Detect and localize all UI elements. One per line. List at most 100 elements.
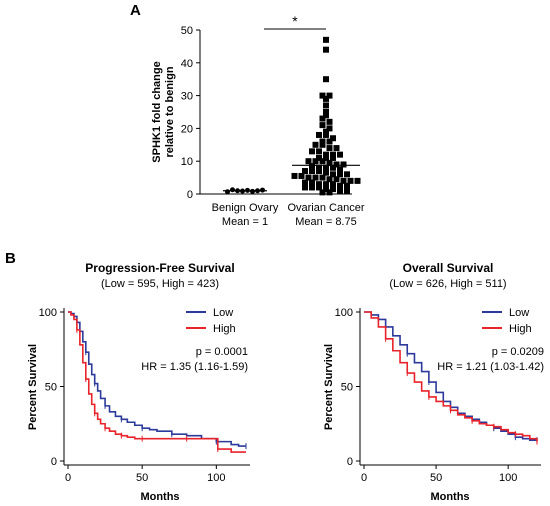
point-1-6 (330, 186, 336, 193)
y-tick-label-a-0: 0 (187, 189, 193, 201)
point-1-72 (323, 76, 329, 83)
point-1-45 (323, 154, 329, 161)
legend-label-high-os: High (509, 323, 532, 335)
hazard-ratio-pfs: HR = 1.35 (1.16-1.59) (141, 361, 248, 373)
y-tick-label-a-1: 10 (181, 156, 193, 168)
point-1-67 (323, 109, 329, 115)
point-0-7 (260, 187, 265, 193)
point-1-64 (319, 115, 326, 122)
point-1-58 (316, 131, 322, 138)
point-1-54 (326, 145, 333, 152)
legend-label-high-pfs: High (213, 323, 236, 335)
point-1-30 (330, 171, 336, 178)
chart-title-pfs: Progression-Free Survival (85, 261, 234, 275)
x-tick-label-1-2: 100 (207, 472, 225, 484)
legend-label-low-os: Low (509, 307, 529, 319)
point-1-44 (316, 154, 322, 161)
point-1-46 (330, 154, 336, 161)
point-1-29 (323, 169, 329, 176)
x-tick-label-2-1: 50 (430, 472, 442, 484)
point-1-28 (316, 168, 322, 175)
point-1-61 (323, 128, 329, 135)
chart-subtitle-pfs: (Low = 595, High = 423) (101, 278, 219, 290)
point-1-12 (323, 181, 329, 188)
point-1-57 (326, 138, 333, 145)
point-1-42 (333, 161, 340, 168)
significance-marker: * (292, 13, 298, 29)
scatter-chart-a: 0 10 20 30 40 50 SPHK1 fold change relative t… (151, 13, 365, 228)
point-1-17 (298, 172, 305, 179)
point-1-74 (323, 36, 329, 43)
y-tick-label-2-0: 0 (347, 456, 353, 468)
point-1-31 (337, 171, 343, 178)
point-1-50 (330, 151, 336, 158)
point-1-24 (347, 177, 354, 184)
point-1-34 (316, 164, 322, 171)
y-tick-label-2-2: 100 (335, 307, 353, 319)
point-1-3 (309, 184, 315, 191)
point-1-62 (319, 122, 326, 129)
hazard-ratio-os: HR = 1.21 (1.03-1.42) (437, 361, 544, 373)
point-1-33 (309, 163, 315, 170)
x-axis-label-pfs: Months (140, 491, 179, 503)
point-1-60 (330, 135, 336, 142)
point-1-48 (316, 148, 322, 155)
point-1-65 (326, 118, 333, 125)
point-1-51 (337, 151, 343, 158)
point-1-0 (319, 189, 326, 196)
point-1-11 (316, 181, 322, 188)
point-1-26 (302, 168, 308, 175)
y-axis-label-os: Percent Survival (323, 344, 335, 430)
curve-high-1 (68, 311, 246, 453)
x-tick-label-1-0: 0 (65, 472, 71, 484)
y-tick-label-1-0: 0 (51, 456, 57, 468)
km-chart-pfs: Progression-Free Survival (Low = 595, Hi… (27, 261, 250, 503)
point-1-25 (354, 177, 361, 184)
group-label-cancer: Ovarian Cancer (287, 202, 364, 214)
point-1-15 (344, 182, 350, 189)
y-axis-label-line-1: SPHK1 fold change (151, 61, 163, 162)
point-1-14 (337, 182, 343, 189)
group-mean-benign: Mean = 1 (222, 216, 268, 228)
x-axis-label-os: Months (430, 491, 469, 503)
point-1-7 (337, 187, 343, 194)
p-value-os: p = 0.0209 (492, 346, 544, 358)
point-1-73 (323, 46, 329, 53)
panel-label-a: A (130, 2, 141, 19)
point-1-18 (305, 174, 312, 181)
panel-label-b: B (5, 250, 16, 267)
point-1-68 (323, 102, 329, 109)
ticks-pfs: 0 50 100 0 50 100 (39, 307, 226, 484)
point-1-69 (323, 95, 329, 102)
curve-low-1 (68, 311, 246, 447)
point-1-36 (330, 164, 336, 171)
point-1-71 (326, 92, 333, 99)
y-tick-label-a-5: 50 (181, 25, 193, 37)
point-1-20 (319, 174, 326, 181)
survival-curves-os (364, 311, 538, 445)
point-1-49 (323, 151, 329, 158)
y-tick-label-a-4: 40 (181, 58, 193, 70)
y-tick-label-2-1: 50 (341, 382, 353, 394)
survival-curves-pfs (68, 311, 247, 453)
point-1-23 (340, 177, 347, 184)
point-1-43 (340, 161, 347, 168)
point-1-13 (330, 181, 336, 188)
group-label-benign: Benign Ovary (212, 202, 279, 214)
point-1-5 (323, 186, 329, 193)
point-0-1 (230, 187, 235, 193)
point-1-2 (302, 184, 308, 191)
point-1-56 (319, 138, 326, 145)
point-1-47 (309, 148, 315, 155)
point-1-38 (305, 158, 312, 165)
legend-label-low-pfs: Low (213, 307, 233, 319)
y-tick-label-a-2: 20 (181, 123, 193, 135)
point-1-53 (319, 141, 326, 148)
y-tick-label-1-1: 50 (45, 382, 57, 394)
point-1-32 (344, 171, 350, 178)
chart-subtitle-os: (Low = 626, High = 511) (389, 278, 506, 290)
point-1-27 (309, 168, 315, 175)
y-tick-label-1-2: 100 (39, 307, 57, 319)
point-1-40 (319, 158, 326, 165)
